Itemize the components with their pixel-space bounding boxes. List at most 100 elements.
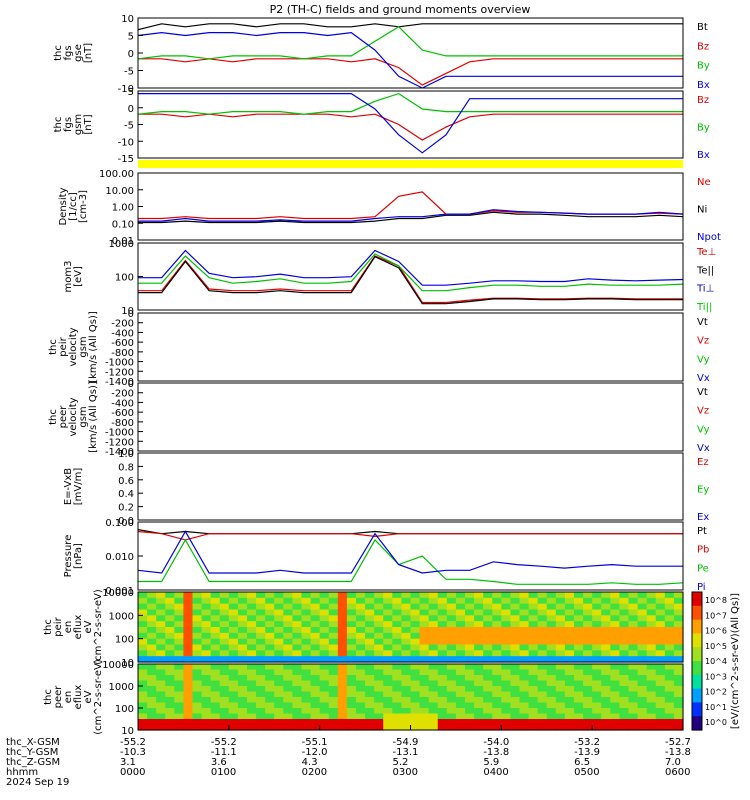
heatmap-cell bbox=[256, 603, 266, 611]
heatmap-cell bbox=[637, 638, 648, 646]
heatmap-cell bbox=[265, 644, 275, 651]
heatmap-cell bbox=[501, 724, 512, 731]
heatmap-cell bbox=[465, 650, 475, 657]
heatmap-cell bbox=[546, 638, 557, 646]
heatmap-cell bbox=[474, 650, 484, 657]
heatmap-cell bbox=[628, 621, 639, 628]
heatmap-cell bbox=[428, 664, 439, 671]
heatmap-cell bbox=[265, 621, 275, 628]
heatmap-cell bbox=[283, 609, 294, 616]
y-tick-label: -800 bbox=[111, 348, 134, 359]
heatmap-cell bbox=[356, 669, 366, 676]
heatmap-cell bbox=[328, 592, 339, 599]
heatmap-cell bbox=[337, 708, 348, 715]
heatmap-cell bbox=[319, 713, 330, 720]
heatmap-cell bbox=[337, 597, 348, 605]
heatmap-cell bbox=[401, 686, 412, 693]
heatmap-cell bbox=[673, 650, 684, 657]
heatmap-cell bbox=[210, 713, 221, 720]
heatmap-cell bbox=[256, 632, 266, 640]
heatmap-cell bbox=[673, 669, 684, 676]
heatmap-cell bbox=[247, 680, 257, 687]
heatmap-cell bbox=[555, 656, 566, 663]
heatmap-cell bbox=[174, 713, 185, 720]
heatmap-cell bbox=[455, 621, 466, 628]
heatmap-cell bbox=[183, 597, 194, 605]
heatmap-cell bbox=[455, 632, 466, 640]
heatmap-cell bbox=[328, 597, 339, 605]
heatmap-cell bbox=[583, 656, 593, 663]
legend-Pt: Pt bbox=[697, 526, 707, 537]
heatmap-cell bbox=[492, 603, 502, 611]
heatmap-cell bbox=[228, 597, 239, 605]
y-tick-label: -200 bbox=[111, 319, 134, 330]
heatmap-cell bbox=[492, 713, 502, 720]
heatmap-cell bbox=[310, 697, 321, 704]
heatmap-cell bbox=[601, 691, 611, 698]
heatmap-cell bbox=[564, 644, 575, 651]
heatmap-cell bbox=[356, 644, 366, 651]
heatmap-cell bbox=[365, 664, 375, 671]
heatmap-cell bbox=[637, 644, 648, 651]
heatmap-cell bbox=[519, 603, 530, 611]
heatmap-cell bbox=[147, 724, 157, 731]
heatmap-cell bbox=[474, 627, 484, 634]
heatmap-cell bbox=[628, 702, 639, 709]
heatmap-cell bbox=[419, 627, 430, 634]
heatmap-cell bbox=[147, 615, 157, 622]
heatmap-cell bbox=[555, 675, 566, 682]
heatmap-cell bbox=[501, 664, 512, 671]
heatmap-cell bbox=[383, 603, 393, 611]
heatmap-cell bbox=[583, 680, 593, 687]
heatmap-cell bbox=[392, 713, 403, 720]
y-tick-label: -1000 bbox=[105, 428, 134, 439]
heatmap-cell bbox=[337, 686, 348, 693]
heatmap-cell bbox=[637, 724, 648, 731]
legend-Vx: Vx bbox=[697, 443, 710, 454]
heatmap-cell bbox=[319, 650, 330, 657]
heatmap-cell bbox=[455, 713, 466, 720]
heatmap-cell bbox=[337, 603, 348, 611]
heatmap-cell bbox=[156, 650, 166, 657]
panel-frame bbox=[137, 452, 684, 521]
series-line-Pt bbox=[137, 529, 683, 535]
heatmap-cell bbox=[392, 669, 403, 676]
heatmap-cell bbox=[183, 680, 194, 687]
heatmap-cell bbox=[483, 650, 493, 657]
heatmap-cell bbox=[383, 609, 393, 616]
heatmap-cell bbox=[165, 597, 175, 605]
heatmap-cell bbox=[546, 656, 557, 663]
heatmap-cell bbox=[319, 656, 330, 663]
heatmap-cell bbox=[664, 597, 675, 605]
heatmap-cell bbox=[392, 650, 403, 657]
heatmap-cell bbox=[228, 664, 239, 671]
heatmap-cell bbox=[256, 664, 266, 671]
heatmap-cell bbox=[283, 615, 294, 622]
heatmap-cell bbox=[210, 615, 221, 622]
heatmap-cell bbox=[410, 724, 421, 731]
heatmap-cell bbox=[365, 615, 375, 622]
heatmap-cell bbox=[365, 632, 375, 640]
heatmap-cell bbox=[237, 621, 248, 628]
heatmap-cell bbox=[328, 650, 339, 657]
legend-Vy: Vy bbox=[697, 354, 710, 365]
heatmap-cell bbox=[537, 686, 548, 693]
heatmap-cell bbox=[646, 592, 657, 599]
heatmap-cell bbox=[256, 719, 266, 726]
heatmap-cell bbox=[392, 638, 403, 646]
heatmap-cell bbox=[519, 592, 530, 599]
heatmap-cell bbox=[637, 615, 648, 622]
heatmap-cell bbox=[555, 724, 566, 731]
heatmap-cell bbox=[374, 621, 384, 628]
heatmap-cell bbox=[628, 592, 639, 599]
heatmap-cell bbox=[610, 686, 621, 693]
heatmap-cell bbox=[501, 669, 512, 676]
y-axis-label: velocity bbox=[68, 327, 79, 366]
heatmap-cell bbox=[574, 697, 584, 704]
heatmap-cell bbox=[564, 719, 575, 726]
heatmap-cell bbox=[174, 664, 185, 671]
heatmap-cell bbox=[610, 603, 621, 611]
heatmap-cell bbox=[465, 603, 475, 611]
heatmap-cell bbox=[147, 708, 157, 715]
heatmap-cell bbox=[501, 609, 512, 616]
